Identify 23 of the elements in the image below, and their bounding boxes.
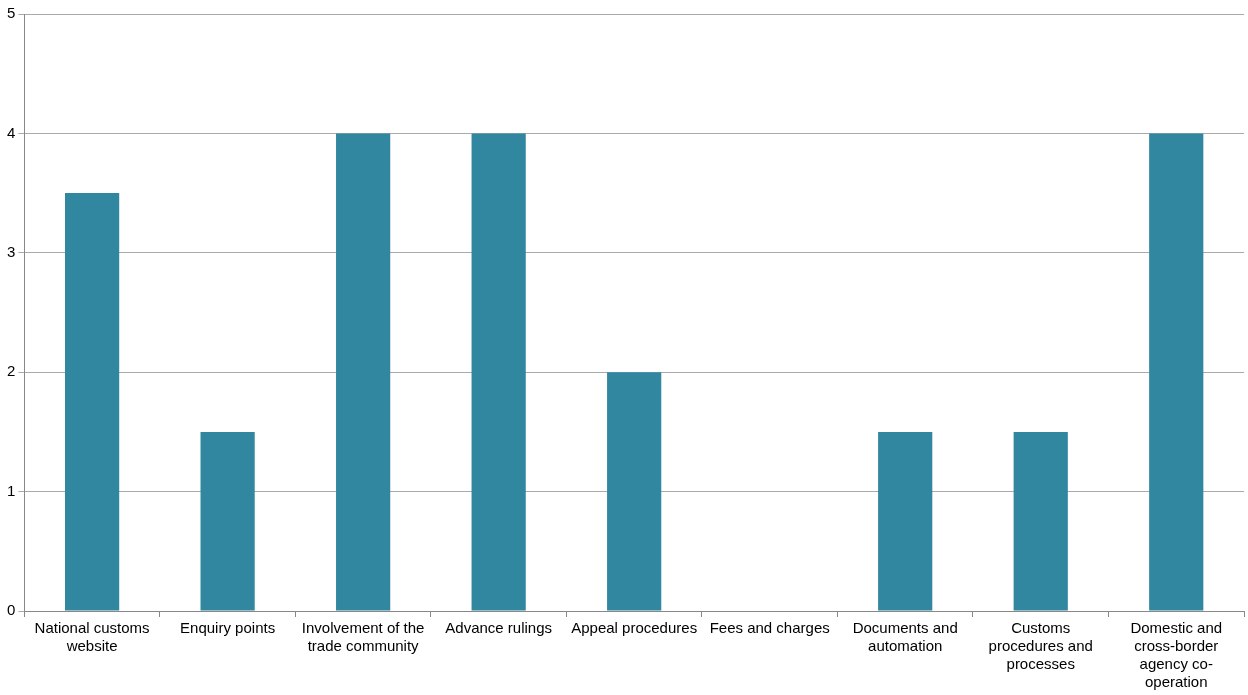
y-tick-label: 0 <box>7 601 16 619</box>
y-tick-label: 3 <box>7 242 16 260</box>
x-tick-label: Documents and automation <box>852 619 958 655</box>
y-tick-label: 1 <box>7 481 16 499</box>
x-tick-label: Involvement of the trade community <box>301 619 425 655</box>
x-tick-label: Fees and charges <box>709 619 830 637</box>
bar <box>1013 431 1068 611</box>
x-tick-label: Appeal procedures <box>571 619 698 637</box>
x-tick-label: Customs procedures and processes <box>988 619 1093 673</box>
bar <box>1149 133 1204 611</box>
bar <box>336 133 391 611</box>
y-tick-label: 2 <box>7 362 16 380</box>
bar <box>471 133 526 611</box>
x-tick-label: Advance rulings <box>445 619 553 637</box>
x-tick-label: Enquiry points <box>180 619 276 637</box>
y-tick-label: 4 <box>7 123 16 141</box>
bar <box>65 193 120 611</box>
x-tick-label: Domestic and cross-border agency co-operation <box>1130 619 1223 691</box>
x-tick-label: National customs website <box>34 619 150 655</box>
bar <box>607 372 662 611</box>
bar <box>200 431 255 611</box>
y-tick-label: 5 <box>7 4 16 22</box>
bar <box>878 431 933 611</box>
